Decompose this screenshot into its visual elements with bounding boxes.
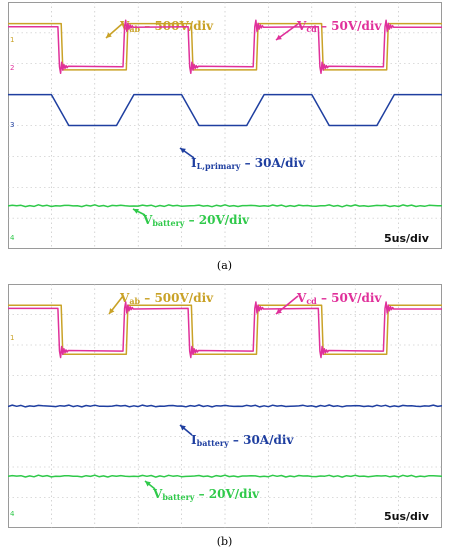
time-scale-label: 5us/div (384, 510, 430, 523)
series-label-main: V (142, 213, 153, 227)
series-label-scale: – 30A/div (229, 433, 295, 447)
trace-cd (8, 19, 442, 75)
series-label-scale: – 30A/div (240, 156, 306, 170)
series-label: Vcd – 50V/div (296, 19, 382, 34)
arrow-head-icon (106, 32, 112, 38)
trace-battery (8, 404, 442, 408)
channel-marker: 1 (10, 36, 14, 44)
series-label-main: V (296, 19, 307, 33)
channel-marker: 4 (10, 510, 15, 518)
series-label-sub: cd (306, 24, 317, 34)
trace-battery (8, 204, 442, 208)
channel-marker: 1 (10, 334, 14, 342)
series-label: Vcd – 50V/div (296, 291, 382, 306)
trace-cd (8, 301, 442, 359)
arrow-head-icon (180, 425, 186, 431)
channel-marker: 4 (10, 234, 15, 242)
series-label-main: V (119, 291, 130, 305)
series-label: Vab – 500V/div (119, 291, 214, 306)
trace-ab (8, 304, 442, 355)
oscilloscope-panel-a: Vab – 500V/div Vcd – 50V/div IL,primary – … (8, 2, 442, 249)
series-label-main: V (152, 487, 163, 501)
series-label-sub: L,primary (197, 161, 241, 171)
series-label-main: V (296, 291, 307, 305)
series-label-scale: – 50V/div (317, 19, 383, 33)
channel-marker: 2 (10, 64, 14, 72)
arrow-head-icon (276, 308, 282, 314)
series-label-scale: – 20V/div (194, 487, 260, 501)
series-label-sub: cd (306, 296, 317, 306)
series-label-sub: battery (152, 218, 184, 228)
oscilloscope-panel-b: Vab – 500V/div Vcd – 50V/div Ibattery – 30… (8, 284, 442, 528)
series-label-scale: – 20V/div (184, 213, 250, 227)
series-label-scale: – 500V/div (140, 291, 214, 305)
series-label-sub: ab (129, 24, 140, 34)
channel-marker: 3 (10, 121, 14, 129)
series-label: Ibattery – 30A/div (191, 433, 294, 448)
trace-ab (8, 22, 442, 71)
arrow-head-icon (109, 308, 115, 314)
series-label-sub: battery (162, 492, 194, 502)
series-label: Vbattery – 20V/div (152, 487, 260, 502)
arrow-head-icon (145, 481, 151, 487)
panel-caption-a: (a) (216, 259, 233, 272)
time-scale-label: 5us/div (384, 232, 430, 245)
series-label-main: I (191, 433, 197, 447)
arrow-head-icon (133, 209, 139, 214)
oscilloscope-plot-a: Vab – 500V/div Vcd – 50V/div IL,primary – … (8, 2, 442, 249)
trace-battery (8, 474, 442, 478)
series-label: IL,primary – 30A/div (191, 156, 306, 171)
series-label: Vbattery – 20V/div (142, 213, 250, 228)
series-label-scale: – 500V/div (140, 19, 214, 33)
panel-caption-b: (b) (216, 535, 233, 548)
arrow-head-icon (276, 34, 282, 40)
series-label-sub: battery (197, 438, 229, 448)
series-label-scale: – 50V/div (317, 291, 383, 305)
trace-l-primary (8, 93, 442, 127)
series-label-main: I (191, 156, 197, 170)
series-label-sub: ab (129, 296, 140, 306)
arrow-head-icon (180, 148, 186, 154)
